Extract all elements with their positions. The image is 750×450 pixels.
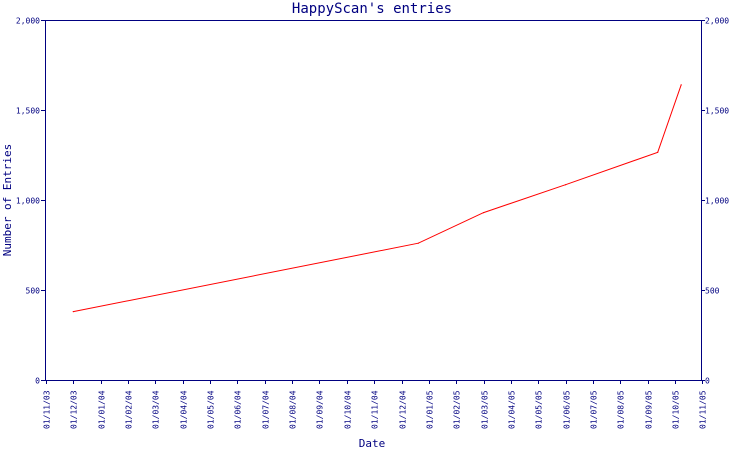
plot-area (45, 20, 702, 381)
x-tick-label: 01/05/05 (535, 390, 544, 429)
x-tick-label: 01/01/05 (426, 390, 435, 429)
x-tick-label: 01/03/04 (152, 390, 161, 429)
y-tick-label-right: 500 (705, 287, 720, 296)
x-tick-label: 01/10/04 (344, 390, 353, 429)
x-tick-label: 01/06/05 (563, 390, 572, 429)
data-point (680, 84, 682, 86)
x-tick-label: 01/02/04 (125, 390, 134, 429)
x-tick-label: 01/07/05 (590, 390, 599, 429)
chart-title: HappyScan's entries (292, 1, 452, 17)
x-tick-label: 01/12/04 (399, 390, 408, 429)
x-tick-label: 01/02/05 (453, 390, 462, 429)
x-tick-label: 01/05/04 (207, 390, 216, 429)
x-tick-label: 01/09/05 (645, 390, 654, 429)
series-group (72, 84, 682, 313)
data-point (657, 151, 659, 153)
y-axis-right: 0 500 1,000 1,500 2,000 (701, 17, 729, 386)
y-tick-label-right: 1,500 (705, 107, 729, 116)
x-tick-label: 01/01/04 (98, 390, 107, 429)
data-point (72, 311, 74, 313)
y-tick-label-left: 500 (26, 287, 41, 296)
x-tick-label: 01/12/03 (70, 390, 79, 429)
x-tick-label: 01/08/04 (289, 390, 298, 429)
x-tick-label: 01/11/04 (371, 390, 380, 429)
x-axis-title: Date (359, 437, 386, 450)
x-tick-label: 01/09/04 (316, 390, 325, 429)
y-tick-label-right: 2,000 (705, 17, 729, 26)
y-tick-label-right: 0 (705, 377, 710, 386)
x-tick-label: 01/06/04 (234, 390, 243, 429)
y-tick-label-right: 1,000 (705, 197, 729, 206)
x-tick-label: 01/04/05 (508, 390, 517, 429)
y-tick-label-left: 1,500 (16, 107, 40, 116)
y-axis-left: 0 500 1,000 1,500 2,000 (16, 17, 45, 386)
x-axis: 01/11/03 01/12/03 01/01/04 01/02/04 01/03/04… (43, 380, 708, 429)
x-tick-label: 01/11/05 (699, 390, 708, 429)
series-line (73, 84, 682, 313)
x-tick-label: 01/04/04 (180, 390, 189, 429)
y-tick-label-left: 0 (35, 377, 40, 386)
x-tick-label: 01/08/05 (617, 390, 626, 429)
y-axis-title: Number of Entries (1, 144, 14, 257)
y-tick-label-left: 1,000 (16, 197, 40, 206)
x-tick-label: 01/11/03 (43, 390, 52, 429)
data-point (565, 184, 567, 186)
data-point (483, 212, 485, 214)
y-tick-label-left: 2,000 (16, 17, 40, 26)
data-point (417, 242, 419, 244)
x-tick-label: 01/10/05 (672, 390, 681, 429)
x-tick-label: 01/07/04 (262, 390, 271, 429)
x-tick-label: 01/03/05 (481, 390, 490, 429)
